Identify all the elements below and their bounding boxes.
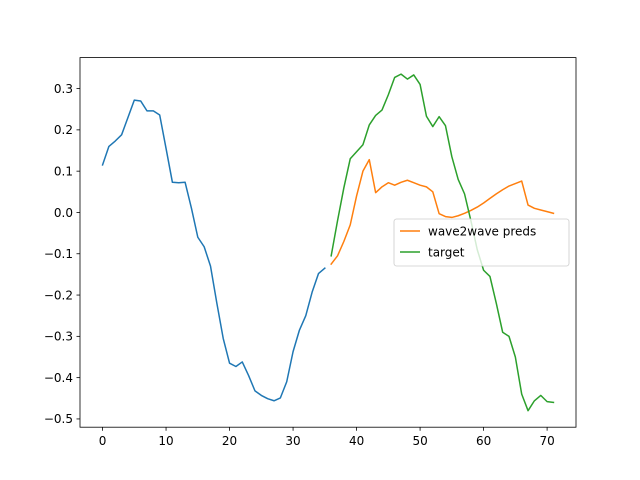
y-tick-label: 0.2 (54, 123, 73, 137)
y-tick-label: −0.4 (44, 371, 73, 385)
y-tick-label: −0.3 (44, 330, 73, 344)
x-tick-label: 40 (349, 434, 364, 448)
y-tick-label: −0.1 (44, 247, 73, 261)
y-tick-label: −0.5 (44, 412, 73, 426)
series-line-history (101, 99, 326, 402)
y-axis-ticks: −0.5 −0.4 −0.3 −0.2 −0.1 0.0 0.1 0.2 0.3 (44, 82, 80, 426)
legend-label: target (428, 245, 465, 259)
y-tick-label: 0.3 (54, 82, 73, 96)
y-tick-label: 0.1 (54, 164, 73, 178)
x-tick-label: 10 (158, 434, 173, 448)
x-tick-label: 30 (285, 434, 300, 448)
x-tick-label: 60 (476, 434, 491, 448)
series-line-target (330, 73, 555, 412)
x-tick-label: 0 (99, 434, 107, 448)
axes-frame (79, 57, 577, 428)
x-tick-label: 20 (222, 434, 237, 448)
y-tick-label: −0.2 (44, 288, 73, 302)
x-tick-label: 70 (539, 434, 554, 448)
y-tick-label: 0.0 (54, 206, 73, 220)
legend-box (393, 218, 570, 267)
x-axis-ticks: 0 10 20 30 40 50 60 70 (99, 427, 555, 448)
series-lines (101, 73, 555, 412)
legend: wave2wave preds target (393, 218, 570, 267)
axes (79, 57, 577, 428)
series-line-wave2wave-preds (330, 158, 555, 266)
x-tick-label: 50 (412, 434, 427, 448)
legend-label: wave2wave preds (428, 224, 536, 238)
